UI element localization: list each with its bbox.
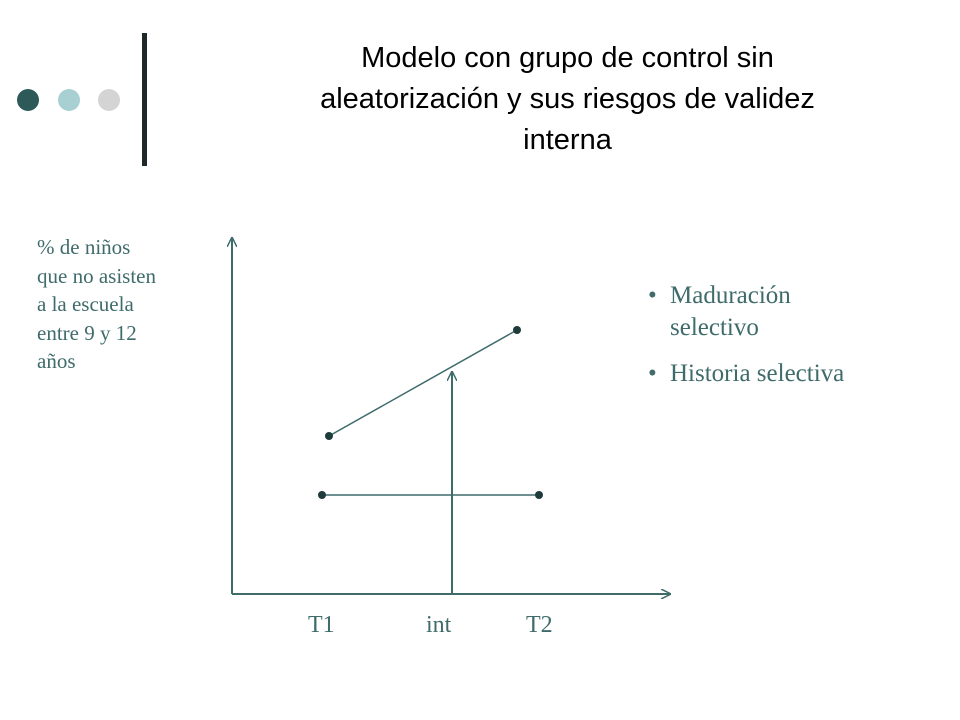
slide-title: Modelo con grupo de control sin aleatori…	[200, 38, 935, 161]
control-t2-point	[535, 491, 543, 499]
y-axis-label: % de niños que no asisten a la escuela e…	[37, 233, 217, 376]
x-tick-t2: T2	[526, 612, 553, 638]
treatment-t1-point	[325, 432, 333, 440]
bullet-mark: •	[648, 360, 657, 387]
y-axis-label-line-1: % de niños	[37, 235, 131, 259]
y-axis-label-line-2: que no asisten	[37, 263, 156, 288]
bullet-item: • Historia selectiva	[648, 358, 948, 390]
decor-dot-teal	[58, 89, 80, 111]
decor-dot-gray	[98, 89, 120, 111]
header-divider	[142, 33, 147, 166]
bullet-mark: •	[648, 282, 657, 309]
y-axis-label-line-3: a la escuela	[37, 292, 134, 316]
title-line-3: interna	[523, 124, 612, 156]
bullet-item: • Maduración selectivo	[648, 280, 948, 344]
threats-list: • Maduración selectivo • Historia select…	[648, 280, 948, 404]
title-line-1: Modelo con grupo de control sin	[361, 42, 774, 74]
decor-dot-dark	[17, 89, 39, 111]
treatment-t2-point	[513, 326, 521, 334]
treatment-group-line	[328, 329, 518, 437]
bullet-text-line: selectivo	[670, 314, 759, 341]
y-axis-label-line-4: entre 9 y 12	[37, 320, 137, 345]
bullet-text-line: Maduración	[670, 282, 791, 309]
title-line-2: aleatorización y sus riesgos de validez	[320, 83, 815, 115]
y-axis-label-line-5: años	[37, 349, 76, 373]
x-tick-t1: T1	[308, 612, 335, 638]
bullet-text-line: Historia selectiva	[670, 360, 845, 387]
control-t1-point	[318, 491, 326, 499]
x-tick-int: int	[426, 612, 452, 638]
